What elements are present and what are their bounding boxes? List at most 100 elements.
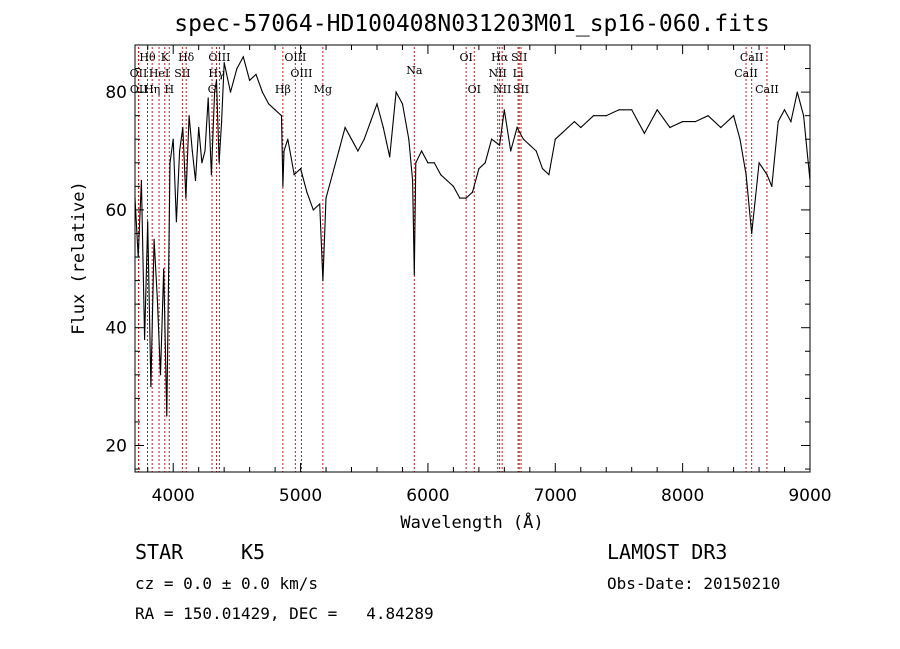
marker-label: Hθ bbox=[139, 51, 156, 64]
spectrum-point bbox=[389, 156, 391, 158]
spectrum-point bbox=[194, 179, 197, 182]
spectrum-point bbox=[159, 374, 162, 376]
marker-label: Na bbox=[406, 64, 423, 77]
observation-date: Obs-Date: 20150210 bbox=[607, 574, 780, 593]
marker-label: SII bbox=[174, 67, 190, 80]
spectrum-point bbox=[567, 126, 569, 129]
spectrum-point bbox=[656, 109, 658, 111]
spectrum-point bbox=[427, 162, 429, 164]
spectrum-point bbox=[580, 126, 582, 129]
spectrum-point bbox=[382, 126, 384, 129]
marker-label: G bbox=[208, 83, 217, 96]
spectrum-point bbox=[210, 174, 212, 176]
spectrum-series bbox=[134, 55, 811, 417]
x-tick-label: 9000 bbox=[788, 486, 831, 506]
spectrum-point bbox=[322, 280, 324, 282]
spectrum-point bbox=[499, 144, 501, 146]
spectrum-point bbox=[573, 121, 576, 123]
spectrum-point bbox=[325, 197, 327, 199]
spectrum-point bbox=[207, 97, 209, 99]
marker-label: OI bbox=[468, 83, 481, 96]
object-subclass: K5 bbox=[241, 540, 265, 564]
spectrum-point bbox=[478, 168, 480, 170]
spectrum-point bbox=[344, 126, 346, 129]
marker-label: OIII bbox=[208, 51, 230, 64]
spectrum-point bbox=[229, 91, 232, 93]
marker-label: Hη bbox=[144, 83, 160, 96]
spectrum-point bbox=[215, 79, 218, 81]
marker-label: CaII bbox=[755, 83, 779, 96]
y-tick-label: 80 bbox=[105, 83, 127, 103]
spectrum-point bbox=[163, 268, 165, 270]
marker-label: Hα bbox=[491, 51, 509, 64]
spectrum-point bbox=[618, 109, 620, 111]
spectrum-point bbox=[169, 162, 171, 164]
spectrum-point bbox=[338, 150, 340, 152]
spectrum-point bbox=[790, 121, 792, 123]
spectrum-point bbox=[643, 132, 646, 134]
spectrum-point bbox=[175, 221, 177, 223]
spectrum-point bbox=[331, 174, 333, 176]
spectrum-point bbox=[771, 185, 773, 187]
spectrum-point bbox=[282, 185, 284, 187]
spectrum-point bbox=[758, 162, 760, 164]
spectrum-point bbox=[376, 103, 378, 105]
spectrum-point bbox=[631, 109, 633, 111]
spectrum-point bbox=[548, 174, 550, 176]
x-tick-label: 6000 bbox=[406, 486, 449, 506]
spectrum-point bbox=[201, 162, 203, 164]
marker-label: NII bbox=[489, 67, 507, 80]
spectrum-point bbox=[274, 109, 276, 111]
spectrum-point bbox=[465, 197, 467, 199]
y-axis-ticks: 20 40 60 80 bbox=[105, 44, 810, 470]
spectrum-point bbox=[510, 150, 512, 152]
x-tick-label: 8000 bbox=[661, 486, 704, 506]
spectrum-point bbox=[491, 138, 493, 140]
spectrum-point bbox=[191, 150, 193, 152]
spectrum-point bbox=[413, 274, 415, 276]
marker-label: Hδ bbox=[178, 51, 195, 64]
spectrum-point bbox=[150, 386, 152, 388]
spectrum-point bbox=[156, 297, 158, 299]
spectrum-point bbox=[401, 103, 404, 105]
spectrum-point bbox=[421, 150, 423, 152]
y-tick-label: 60 bbox=[105, 201, 127, 221]
marker-label: OIII bbox=[284, 51, 306, 64]
spectrum-point bbox=[783, 109, 786, 111]
marker-label: NII bbox=[493, 83, 511, 96]
x-tick-label: 7000 bbox=[534, 486, 577, 506]
spectrum-line bbox=[134, 55, 811, 417]
chart-title: spec-57064-HD100408N031203M01_sp16-060.f… bbox=[174, 11, 769, 37]
marker-label: SII bbox=[513, 83, 529, 96]
plot-frame bbox=[134, 44, 811, 473]
spectrum-point bbox=[592, 115, 595, 117]
marker-label: Hβ bbox=[275, 83, 291, 96]
y-axis-label: Flux (relative) bbox=[69, 181, 89, 335]
spectrum-point bbox=[204, 150, 206, 152]
spectrum-point bbox=[319, 203, 321, 205]
spectrum-point bbox=[166, 415, 168, 417]
spectrum-point bbox=[751, 232, 753, 235]
spectrum-point bbox=[745, 174, 747, 176]
spectrum-point bbox=[484, 162, 486, 164]
spectrum-point bbox=[459, 197, 461, 199]
spectrum-point bbox=[306, 191, 308, 193]
spectrum-point bbox=[529, 144, 531, 146]
spectrum-point bbox=[268, 103, 270, 105]
spectrum-point bbox=[147, 221, 149, 223]
spectrum-point bbox=[350, 138, 353, 140]
spectrum-point bbox=[433, 162, 435, 164]
spectrum-point bbox=[503, 109, 505, 111]
spectrum-point bbox=[561, 132, 563, 134]
spectrum-point bbox=[300, 168, 302, 170]
spectrum-point bbox=[249, 79, 251, 81]
spectrum-point bbox=[516, 126, 518, 129]
marker-label: OI bbox=[459, 51, 472, 64]
y-tick-label: 20 bbox=[105, 436, 127, 456]
spectrum-point bbox=[357, 150, 359, 152]
x-axis-label: Wavelength (Å) bbox=[400, 511, 543, 533]
spectrum-point bbox=[408, 138, 410, 140]
spectrum-point bbox=[452, 185, 454, 187]
spectrum-point bbox=[796, 91, 798, 93]
